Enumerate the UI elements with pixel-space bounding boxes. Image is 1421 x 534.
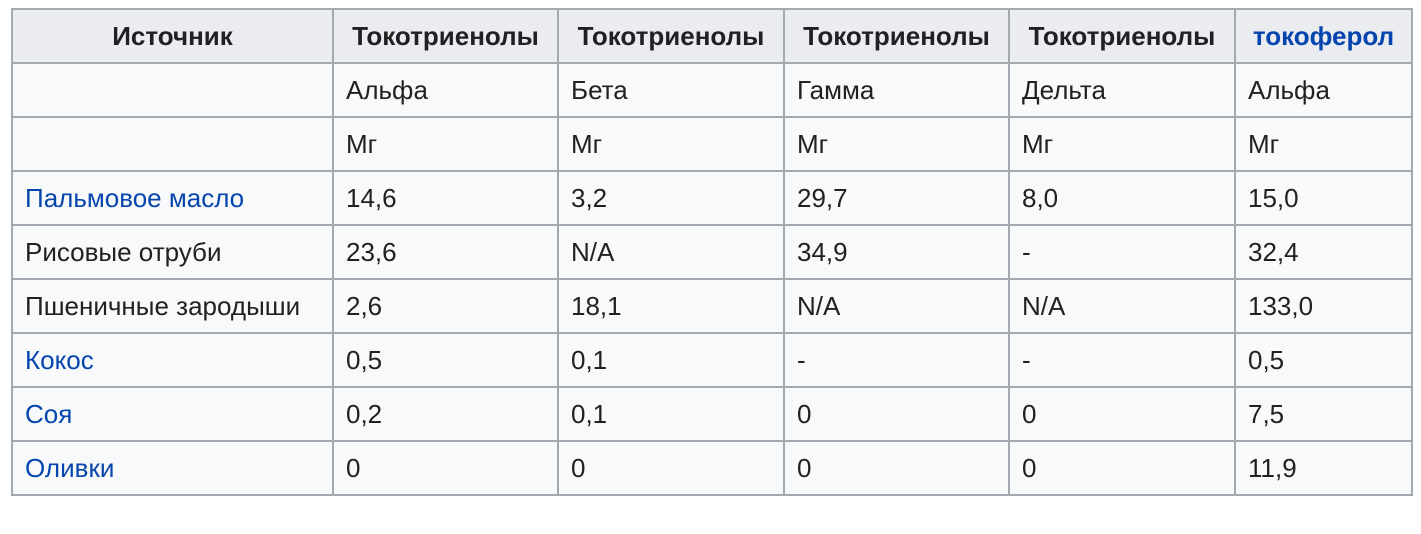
source-cell: Рисовые отруби: [11, 224, 334, 280]
source-cell: Оливки: [11, 440, 334, 496]
table-cell: N/A: [1008, 278, 1236, 334]
source-label: Пшеничные зародыши: [25, 290, 301, 321]
table-cell: Мг: [1234, 116, 1413, 172]
table-cell: 0,2: [332, 386, 559, 442]
table-cell: 14,6: [332, 170, 559, 226]
header-tocotrienols-3: Токотриенолы: [783, 8, 1010, 64]
table-cell: 0: [332, 440, 559, 496]
source-link[interactable]: Соя: [25, 398, 73, 429]
header-tocotrienols-2: Токотриенолы: [557, 8, 785, 64]
source-link[interactable]: Кокос: [25, 344, 94, 375]
table-cell: Мг: [332, 116, 559, 172]
table-cell: 3,2: [557, 170, 785, 226]
table-cell: N/A: [557, 224, 785, 280]
table-row: Пшеничные зародыши 2,6 18,1 N/A N/A 133,0: [11, 278, 1413, 334]
table-cell: 2,6: [332, 278, 559, 334]
table-cell: -: [1008, 224, 1236, 280]
subheader-type-row: Альфа Бета Гамма Дельта Альфа: [11, 62, 1413, 118]
table-row: Пальмовое масло 14,6 3,2 29,7 8,0 15,0: [11, 170, 1413, 226]
table-cell: 0,5: [1234, 332, 1413, 388]
table-cell: 0: [557, 440, 785, 496]
table-cell: -: [783, 332, 1010, 388]
table-cell: 34,9: [783, 224, 1010, 280]
source-cell: Пшеничные зародыши: [11, 278, 334, 334]
table-cell: 133,0: [1234, 278, 1413, 334]
table-cell: Альфа: [1234, 62, 1413, 118]
table-row: Кокос 0,5 0,1- -0,5: [11, 332, 1413, 388]
table-cell: [11, 116, 334, 172]
header-tocopherol: токоферол: [1234, 8, 1413, 64]
table-cell: Мг: [783, 116, 1010, 172]
table-cell: 7,5: [1234, 386, 1413, 442]
header-row: Источник Токотриенолы Токотриенолы Токот…: [11, 8, 1413, 64]
tocopherol-link[interactable]: токоферол: [1252, 20, 1395, 51]
source-label: Рисовые отруби: [25, 236, 222, 267]
table-row: Соя 0,2 0,1 0 0 7,5: [11, 386, 1413, 442]
table-cell: 0: [1008, 440, 1236, 496]
table-row: Оливки 0 0 0 0 11,9: [11, 440, 1413, 496]
table-cell: Бета: [557, 62, 785, 118]
table-row: Рисовые отруби 23,6 N/A 34,9-32,4: [11, 224, 1413, 280]
table-cell: Альфа: [332, 62, 559, 118]
table-cell: Мг: [557, 116, 785, 172]
table-cell: 32,4: [1234, 224, 1413, 280]
subheader-unit-row: Мг Мг Мг Мг Мг: [11, 116, 1413, 172]
table-cell: 0: [783, 386, 1010, 442]
table-cell: 0: [1008, 386, 1236, 442]
table-cell: 0: [783, 440, 1010, 496]
source-cell: Кокос: [11, 332, 334, 388]
table-cell: 8,0: [1008, 170, 1236, 226]
table-cell: 18,1: [557, 278, 785, 334]
header-tocotrienols-1: Токотриенолы: [332, 8, 559, 64]
table-cell: 0,5: [332, 332, 559, 388]
source-cell: Соя: [11, 386, 334, 442]
header-source: Источник: [11, 8, 334, 64]
source-link[interactable]: Пальмовое масло: [25, 182, 245, 213]
table-cell: 0,1: [557, 332, 785, 388]
table-cell: Гамма: [783, 62, 1010, 118]
table-cell: N/A: [783, 278, 1010, 334]
table-cell: -: [1008, 332, 1236, 388]
table-cell: 23,6: [332, 224, 559, 280]
tocotrienol-table: Источник Токотриенолы Токотриенолы Токот…: [11, 8, 1413, 496]
table-cell: Мг: [1008, 116, 1236, 172]
source-cell: Пальмовое масло: [11, 170, 334, 226]
table-cell: 11,9: [1234, 440, 1413, 496]
table-cell: Дельта: [1008, 62, 1236, 118]
header-tocotrienols-4: Токотриенолы: [1008, 8, 1236, 64]
source-link[interactable]: Оливки: [25, 452, 115, 483]
table-cell: [11, 62, 334, 118]
table-cell: 29,7: [783, 170, 1010, 226]
table-cell: 0,1: [557, 386, 785, 442]
table-cell: 15,0: [1234, 170, 1413, 226]
